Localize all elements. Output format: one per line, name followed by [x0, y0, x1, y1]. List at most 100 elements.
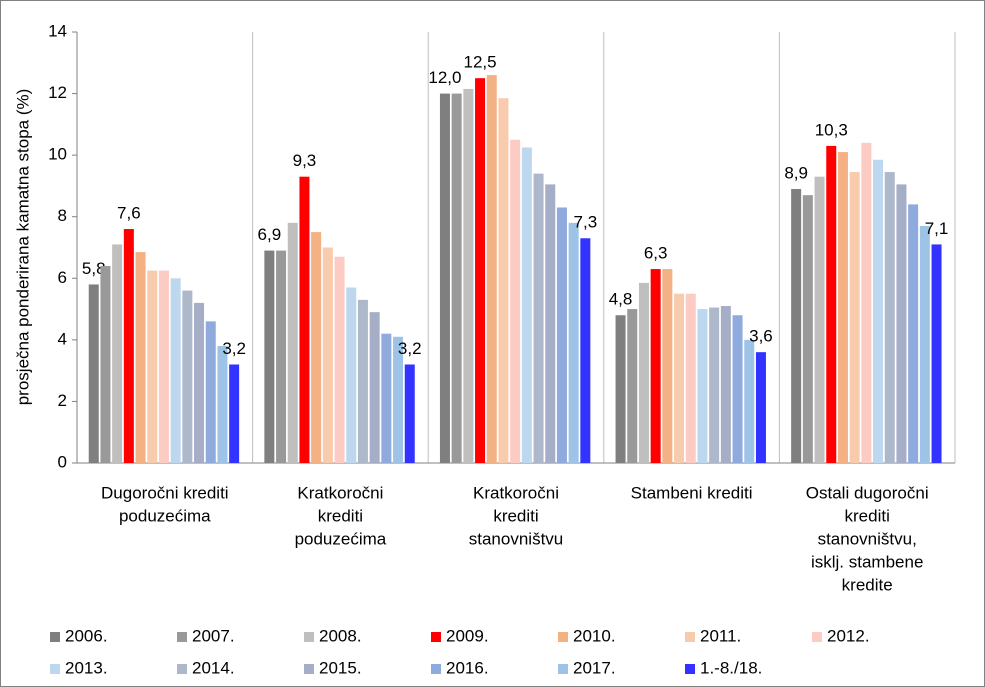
bar — [299, 176, 310, 463]
data-label: 7,6 — [117, 204, 141, 223]
bar — [861, 142, 872, 464]
bar — [439, 93, 450, 464]
data-label: 7,1 — [925, 219, 949, 238]
legend-swatch — [685, 664, 695, 674]
legend-label: 2008. — [319, 626, 362, 645]
bar — [732, 315, 743, 463]
bar — [217, 346, 228, 463]
bar — [521, 147, 532, 464]
legend-swatch — [685, 632, 695, 642]
x-tick-label: stanovništvu, — [818, 529, 917, 548]
bar — [627, 309, 638, 463]
bar — [919, 225, 930, 463]
bar — [849, 172, 860, 463]
bar — [802, 195, 813, 463]
bar — [568, 222, 579, 463]
bar — [205, 321, 216, 463]
legend-swatch — [558, 664, 568, 674]
data-label: 3,6 — [749, 327, 773, 346]
legend-swatch — [431, 664, 441, 674]
bar — [393, 336, 404, 463]
bar — [510, 139, 521, 463]
legend-label: 2007. — [192, 626, 235, 645]
y-tick-label: 6 — [58, 268, 67, 287]
bar — [720, 305, 731, 463]
legend-swatch — [558, 632, 568, 642]
legend-label: 2012. — [827, 626, 870, 645]
bar — [334, 256, 345, 463]
y-tick-label: 12 — [48, 83, 67, 102]
legend-label: 2015. — [319, 658, 362, 677]
bar — [533, 173, 544, 463]
y-axis-label: prosječna ponderirana kamatna stopa (%) — [13, 89, 32, 406]
bar — [463, 88, 474, 463]
legend-swatch — [177, 664, 187, 674]
bar — [931, 244, 942, 463]
bar — [311, 232, 322, 463]
legend-swatch — [431, 632, 441, 642]
bar — [404, 364, 415, 463]
bar — [556, 207, 567, 463]
bar — [755, 352, 766, 463]
bar — [826, 145, 837, 463]
bar — [896, 184, 907, 463]
bar — [264, 250, 275, 463]
y-tick-label: 8 — [58, 206, 67, 225]
data-label: 3,2 — [222, 339, 246, 358]
bar — [475, 78, 486, 463]
bar — [182, 290, 193, 463]
bar — [158, 270, 169, 463]
legend-label: 2017. — [573, 658, 616, 677]
x-tick-label: Kratkoročni — [297, 483, 383, 502]
y-tick-label: 4 — [58, 329, 67, 348]
legend-label: 1.-8./18. — [700, 658, 762, 677]
legend-label: 2009. — [446, 626, 489, 645]
bar — [580, 238, 591, 463]
x-tick-label: stanovništvu — [469, 529, 564, 548]
data-label: 12,5 — [464, 53, 497, 72]
bar — [709, 307, 720, 463]
x-tick-label: krediti — [318, 506, 363, 525]
bar — [814, 176, 825, 463]
x-tick-label: Ostali dugoročni — [806, 483, 929, 502]
legend-label: 2010. — [573, 626, 616, 645]
legend-swatch — [177, 632, 187, 642]
x-tick-label: Dugoročni krediti — [101, 483, 229, 502]
bar — [908, 204, 919, 463]
legend-label: 2014. — [192, 658, 235, 677]
x-tick-label: krediti — [845, 506, 890, 525]
bar — [322, 247, 333, 463]
y-tick-label: 10 — [48, 145, 67, 164]
bar — [287, 222, 298, 463]
bar — [369, 312, 380, 463]
data-label: 6,3 — [644, 244, 668, 263]
bar — [650, 269, 661, 463]
x-tick-label: poduzećima — [119, 506, 211, 525]
bar — [697, 309, 708, 463]
data-label: 4,8 — [609, 290, 633, 309]
y-tick-label: 0 — [58, 452, 67, 471]
data-label: 8,9 — [784, 163, 808, 182]
bar — [498, 98, 509, 464]
data-label: 6,9 — [258, 225, 282, 244]
bar — [451, 93, 462, 464]
data-label: 12,0 — [428, 68, 461, 87]
legend-swatch — [812, 632, 822, 642]
bar — [100, 265, 111, 463]
bar — [744, 339, 755, 463]
data-label: 10,3 — [815, 120, 848, 139]
data-label: 7,3 — [574, 213, 598, 232]
bar — [791, 189, 802, 463]
bar — [545, 184, 556, 463]
bar — [662, 269, 673, 463]
bar — [135, 252, 146, 463]
bar — [123, 229, 134, 463]
bar — [170, 278, 181, 463]
legend-label: 2013. — [65, 658, 108, 677]
x-tick-label: kredite — [842, 575, 893, 594]
data-label: 9,3 — [293, 151, 317, 170]
legend-swatch — [304, 664, 314, 674]
legend-label: 2016. — [446, 658, 489, 677]
x-tick-label: Stambeni krediti — [631, 483, 753, 502]
